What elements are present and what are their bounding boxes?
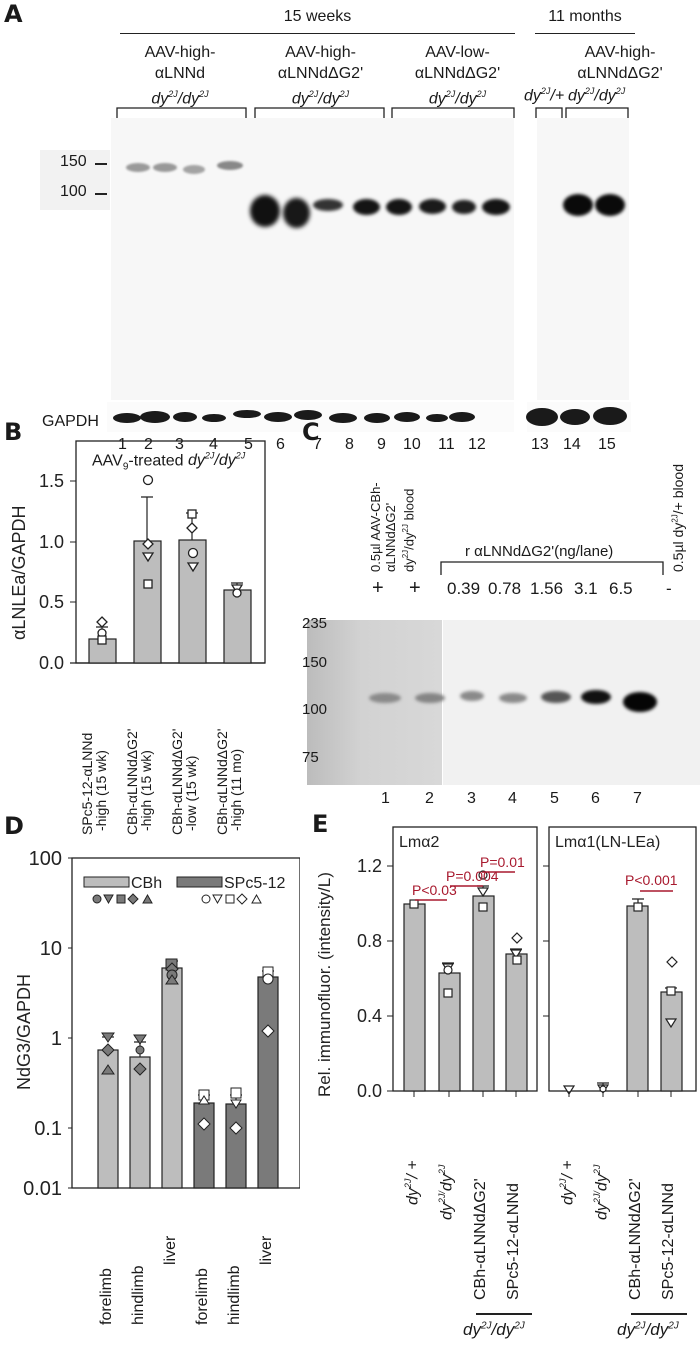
svg-text:0.1: 0.1	[34, 1118, 62, 1140]
band-lane-5	[250, 195, 280, 227]
svg-text:CBh: CBh	[131, 875, 162, 892]
group-label-left: dy2J/dy2J	[463, 1320, 525, 1339]
panel-c-mw-75: 75	[302, 749, 319, 766]
svg-text:Lmα2: Lmα2	[399, 834, 439, 851]
svg-text:0.8: 0.8	[357, 931, 382, 951]
panel-b-title: AAV9-treated dy2J/dy2J	[92, 451, 246, 473]
lane-brackets	[116, 107, 629, 118]
panel-c-mw-100: 100	[302, 701, 328, 718]
panel-e-xlabel-4: SPc5-12-αLNNd	[505, 1183, 522, 1300]
band-lane-2	[153, 163, 177, 172]
svg-text:0.4: 0.4	[357, 1006, 382, 1026]
band-lane-3	[183, 165, 205, 174]
panel-c-bands	[369, 690, 657, 712]
marker-area	[40, 150, 110, 210]
group-header-4-genotype: dy2J/dy2J	[568, 86, 626, 105]
panel-c-lane-values: + + 0.39 0.78 1.56 3.1 6.5 -	[372, 577, 672, 599]
panel-c-blot-right	[443, 620, 700, 785]
panel-c-label: C	[302, 418, 320, 446]
band-lane-1	[126, 163, 150, 172]
mw-tick-150	[95, 163, 107, 165]
panel-a-label: A	[4, 0, 23, 28]
svg-text:P=0.004: P=0.004	[446, 868, 499, 884]
svg-text:1.5: 1.5	[39, 471, 64, 491]
panel-c-mw-235: 235	[302, 615, 328, 632]
svg-text:Lmα1(LN-LEa): Lmα1(LN-LEa)	[555, 834, 660, 851]
gapdh-bands	[113, 407, 627, 426]
band-lane-12	[482, 199, 510, 215]
control-header: dy2J/+	[524, 86, 565, 105]
group-header-1: AAV-high- αLNNd dy2J/dy2J	[144, 44, 216, 108]
panel-d-label: D	[4, 812, 24, 840]
band-lane-11	[452, 200, 476, 214]
mw-marker-100: 100	[60, 183, 87, 200]
lane-numbers-a: 1 2 3 4 5 6 7 8 9 10 11 12 13 14 15	[118, 436, 616, 453]
panel-d-ylabel: NdG3/GAPDH	[14, 974, 34, 1090]
svg-text:P<0.03: P<0.03	[412, 882, 457, 898]
western-blot-main	[111, 118, 514, 400]
band-lane-9	[386, 199, 412, 215]
svg-text:P=0.01: P=0.01	[480, 854, 525, 870]
panel-b-label: B	[4, 418, 23, 446]
band-lane-15	[595, 194, 625, 216]
pvalue-right: P<0.001	[625, 872, 678, 888]
divider-11mo	[535, 33, 635, 34]
group-header-3: AAV-low- αLNNdΔG2' dy2J/dy2J	[414, 44, 501, 108]
panel-c-blot-left	[307, 620, 442, 785]
svg-text:0.01: 0.01	[23, 1178, 62, 1200]
group-header-4: AAV-high- αLNNdΔG2'	[577, 44, 663, 82]
panel-c-lane-numbers: 1 2 3 4 5 6 7	[381, 790, 642, 807]
band-lane-8	[353, 199, 380, 215]
band-lane-14	[563, 194, 593, 216]
panel-e-chart: Rel. immunofluor. (intensity/L) 0.0 0.4 …	[315, 826, 697, 1101]
group-line-left	[476, 1313, 532, 1315]
mw-marker-150: 150	[60, 153, 87, 170]
group-line-right	[631, 1313, 687, 1315]
mw-tick-100	[95, 193, 107, 195]
group-label-right: dy2J/dy2J	[617, 1320, 679, 1339]
divider-15wk	[120, 33, 515, 34]
band-lane-6	[283, 198, 310, 228]
svg-text:SPc5-12: SPc5-12	[224, 875, 285, 892]
time-11-months: 11 months	[548, 8, 622, 25]
western-blot-11mo	[537, 118, 629, 400]
svg-text:100: 100	[29, 850, 62, 870]
svg-text:1.2: 1.2	[357, 856, 382, 876]
panel-c-mw-150: 150	[302, 654, 328, 671]
band-lane-4	[217, 161, 243, 170]
time-15-weeks: 15 weeks	[283, 8, 352, 25]
band-lane-7	[313, 199, 343, 211]
svg-text:1.0: 1.0	[39, 532, 64, 552]
panel-c-bracket	[440, 561, 664, 575]
gapdh-label: GAPDH	[42, 413, 99, 430]
panel-b-ylabel: αLNLEa/GAPDH	[9, 506, 29, 640]
svg-text:1: 1	[51, 1028, 62, 1050]
panel-c-bracket-label: r αLNNdΔG2'(ng/lane)	[465, 543, 614, 560]
panel-e-label: E	[312, 810, 329, 838]
svg-text:0.0: 0.0	[357, 1081, 382, 1101]
svg-text:0.5: 0.5	[39, 592, 64, 612]
band-lane-10	[419, 199, 446, 214]
panel-d-chart: 100 10 1 0.1 0.01 CBh SPc5-12 NdG3/GAPDH	[14, 850, 300, 1200]
svg-text:0.0: 0.0	[39, 653, 64, 673]
panel-b-chart: 0.0 0.5 1.0 1.5 αLNLEa/GAPDH	[9, 440, 266, 673]
panel-e-xlabel-8: SPc5-12-αLNNd	[660, 1183, 677, 1300]
panel-e-ylabel: Rel. immunofluor. (intensity/L)	[315, 872, 334, 1097]
svg-text:10: 10	[40, 938, 62, 960]
group-header-2: AAV-high- αLNNdΔG2' dy2J/dy2J	[277, 44, 364, 108]
